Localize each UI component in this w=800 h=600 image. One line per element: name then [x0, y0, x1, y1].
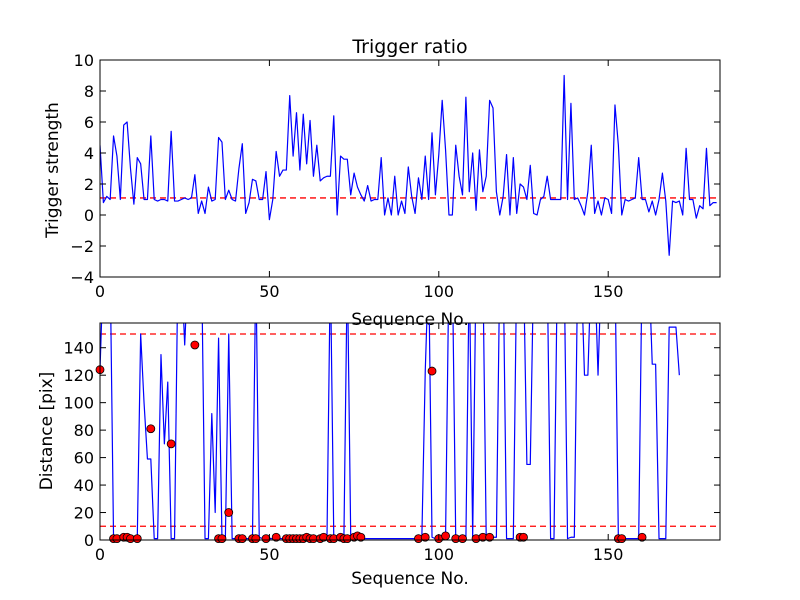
bottom-marker-point: [251, 534, 261, 544]
top-subplot: Trigger ratio 0 50 100 150 −4 −2 0 2 4 6 8 10 Trigg…: [43, 36, 721, 330]
bottom-series-line: [100, 323, 680, 540]
bottom-marker-point: [190, 340, 200, 350]
bottom-marker-point: [224, 508, 234, 517]
bottom-y-tick-label: 80: [74, 421, 94, 440]
bottom-y-tick-label: 0: [84, 531, 94, 550]
top-chart-title: Trigger ratio: [351, 36, 467, 58]
bottom-marker-point: [356, 532, 366, 542]
bottom-plot-area: 0 50 100 150 0 20 40 60 80 100 120 140: [63, 322, 721, 564]
bottom-y-tick-label: 120: [63, 366, 94, 385]
bottom-marker-point: [271, 532, 281, 542]
top-y-tick-label: −4: [70, 268, 94, 287]
bottom-marker-point: [617, 534, 627, 544]
bottom-y-tick-label: 20: [74, 504, 94, 523]
top-x-tick-label: 150: [593, 282, 624, 301]
top-x-axis-label: Sequence No.: [351, 310, 468, 330]
bottom-marker-point: [485, 532, 495, 542]
bottom-x-tick-label: 100: [424, 545, 455, 564]
bottom-y-tick-label: 60: [74, 449, 94, 468]
bottom-y-axis-label: Distance [pix]: [37, 372, 57, 491]
bottom-subplot: 0 50 100 150 0 20 40 60 80 100 120 140 Distance [pi…: [37, 322, 721, 589]
bottom-x-tick-label: 50: [259, 545, 279, 564]
bottom-marker-point: [146, 424, 156, 434]
bottom-marker-point: [217, 534, 227, 544]
top-x-tick-label: 0: [95, 282, 105, 301]
bottom-marker-point: [166, 439, 176, 449]
bottom-marker-point: [519, 532, 528, 542]
top-y-tick-label: 2: [84, 175, 94, 194]
bottom-y-tick-label: 100: [63, 394, 94, 413]
top-series-line: [100, 74, 717, 256]
top-x-tick-label: 50: [259, 282, 279, 301]
top-axes-frame: [99, 59, 721, 278]
bottom-marker-point: [458, 534, 467, 544]
top-y-tick-label: 0: [84, 206, 94, 225]
bottom-marker-point: [427, 366, 437, 376]
bottom-marker-point: [637, 532, 647, 542]
bottom-y-tick-label: 40: [74, 476, 94, 495]
bottom-marker-point: [261, 534, 271, 544]
bottom-x-tick-label: 0: [95, 545, 105, 564]
bottom-marker-point: [237, 534, 247, 544]
bottom-x-tick-label: 150: [593, 545, 624, 564]
top-y-tick-label: 8: [84, 82, 94, 101]
top-plot-area: 0 50 100 150 −4 −2 0 2 4 6 8 10: [70, 51, 721, 301]
bottom-x-axis-label: Sequence No.: [351, 569, 468, 589]
bottom-marker-point: [132, 534, 142, 544]
bottom-y-tick-label: 140: [63, 339, 94, 358]
bottom-marker-point: [420, 532, 430, 542]
bottom-marker-point: [441, 531, 450, 541]
bottom-axes-frame: [99, 322, 721, 541]
top-y-tick-label: 4: [84, 144, 94, 163]
top-y-tick-label: 6: [84, 113, 94, 132]
top-y-axis-label: Trigger strength: [43, 102, 63, 239]
top-x-tick-label: 100: [424, 282, 455, 301]
top-y-tick-label: −2: [70, 237, 94, 256]
top-y-tick-label: 10: [74, 51, 94, 70]
